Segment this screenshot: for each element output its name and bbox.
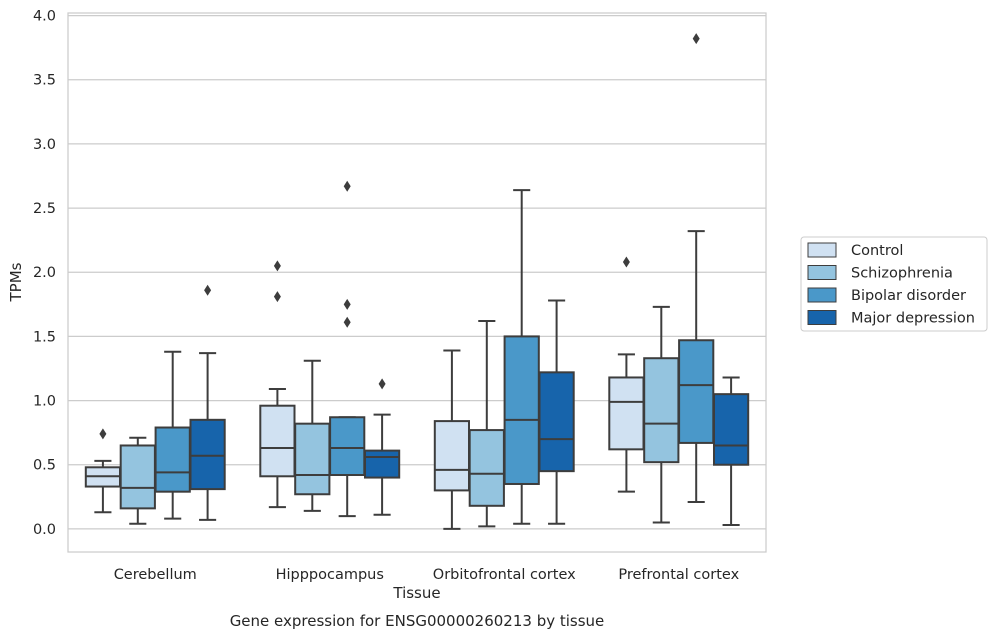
x-axis-title: Tissue [392,584,440,602]
outlier-point [273,260,281,272]
legend-label: Bipolar disorder [851,288,966,304]
box-iqr [468,429,505,507]
box [363,378,401,516]
x-tick-label: Hipppocampus [276,567,384,583]
box-iqr [294,422,331,496]
y-tick-label: 1.0 [33,394,56,410]
outlier-point [343,298,351,310]
y-tick-label: 3.5 [33,73,56,89]
box [329,180,366,518]
box [84,428,122,514]
box-iqr [119,444,156,510]
legend-label: Major depression [851,311,975,327]
outlier-point [692,33,700,45]
box [154,350,191,520]
box [468,320,505,528]
outlier-point [378,378,386,390]
box [643,305,680,524]
y-axis-ticks: 0.0 0.5 1.0 1.5 2.0 2.5 3.0 3.5 4.0 [33,9,56,538]
y-tick-label: 3.0 [33,137,56,153]
series-schizophrenia [119,305,680,528]
box-iqr [678,339,715,444]
y-tick-label: 2.5 [33,201,56,217]
box [294,359,331,512]
box-iqr [329,416,366,476]
legend-swatch [807,265,837,280]
x-tick-label: Cerebellum [114,567,197,583]
y-tick-label: 2.0 [33,265,56,281]
box-iqr [538,371,575,473]
box-iqr [608,376,645,451]
y-axis-title: TPMs [7,262,25,302]
box [503,189,540,525]
box-iqr [503,335,540,485]
box-iqr [259,404,296,478]
box-iqr [433,420,471,492]
box [119,436,156,525]
outlier-point [273,291,281,303]
series-major-depression [189,284,750,527]
legend-frame [800,236,988,332]
box [712,376,750,527]
chart-caption: Gene expression for ENSG00000260213 by t… [230,612,605,630]
outlier-point [343,180,351,192]
legend-label: Schizophrenia [851,266,953,282]
box-series [84,33,750,530]
box [678,33,715,503]
x-tick-label: Prefrontal cortex [618,567,739,583]
outlier-point [622,256,630,268]
outlier-point [99,428,107,440]
outlier-point [343,316,351,328]
box-iqr [712,393,750,466]
box-iqr [189,418,226,491]
outlier-point [204,284,212,296]
box-iqr [154,426,191,493]
box [433,349,471,530]
x-tick-label: Orbitofrontal cortex [433,567,576,583]
plot-area-frame [67,12,767,553]
box-iqr [363,449,401,479]
box-iqr [643,357,680,464]
box [259,260,296,509]
y-tick-label: 0.0 [33,522,56,538]
y-tick-label: 0.5 [33,458,56,474]
legend: Control Schizophrenia Bipolar disorder Majo… [800,236,988,332]
legend-swatch [807,310,837,325]
legend-swatch [807,242,837,258]
x-axis-ticks: Cerebellum Hipppocampus Orbitofrontal cort… [114,567,740,583]
box [189,284,226,521]
legend-swatch [807,287,837,303]
y-tick-label: 4.0 [33,9,56,25]
box [538,299,575,525]
series-control [84,256,645,530]
legend-label: Control [851,243,903,259]
box [608,256,645,493]
y-tick-label: 1.5 [33,329,56,345]
